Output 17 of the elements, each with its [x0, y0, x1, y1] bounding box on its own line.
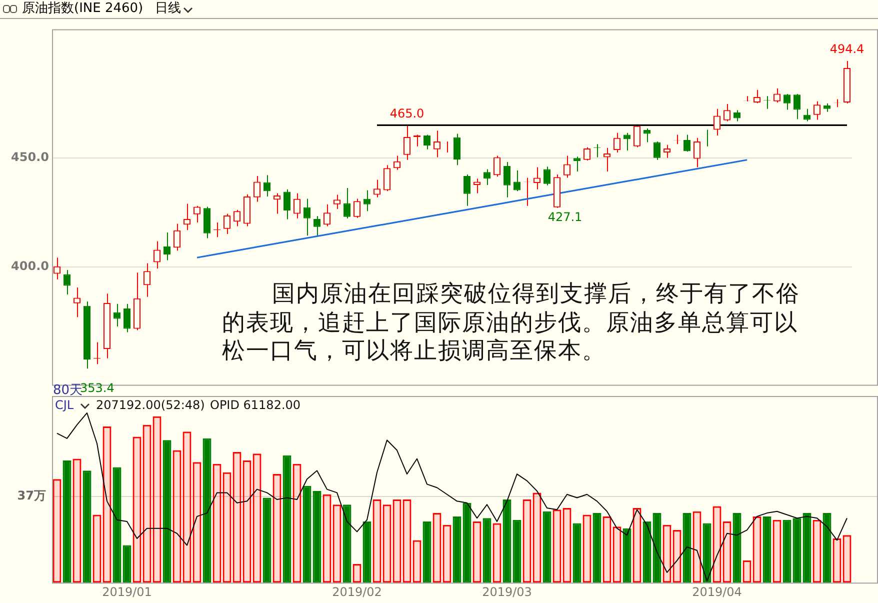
text: OPID 61182.00 [210, 398, 301, 412]
ref-line-label: 37万 [17, 488, 46, 503]
annotation: 国内原油在回踩突破位得到支撑后，终于有了不俗的表现，追赶上了国际原油的步伐。原油多单总算可以松一口气，可以将止损调高至保本。 [222, 280, 801, 366]
annotation: 465.0 [390, 106, 424, 120]
chart-subtitle: 日线 [155, 0, 181, 18]
x-tick-label: 2019/04 [692, 584, 742, 599]
annotation: 494.4 [830, 42, 864, 56]
chart-title: 原油指数(INE 2460) [22, 0, 144, 18]
x-tick-label: 2019/01 [102, 584, 152, 599]
annotation: 427.1 [548, 210, 582, 224]
text: 207192.00(52:48) [96, 398, 205, 412]
text: CJL [55, 398, 74, 412]
annotation: 80天 [53, 382, 83, 399]
y-tick-label: 450.0 [11, 150, 49, 164]
x-tick-label: 2019/02 [332, 584, 382, 599]
y-tick-label: 400.0 [11, 259, 49, 274]
x-tick-label: 2019/03 [482, 584, 532, 599]
